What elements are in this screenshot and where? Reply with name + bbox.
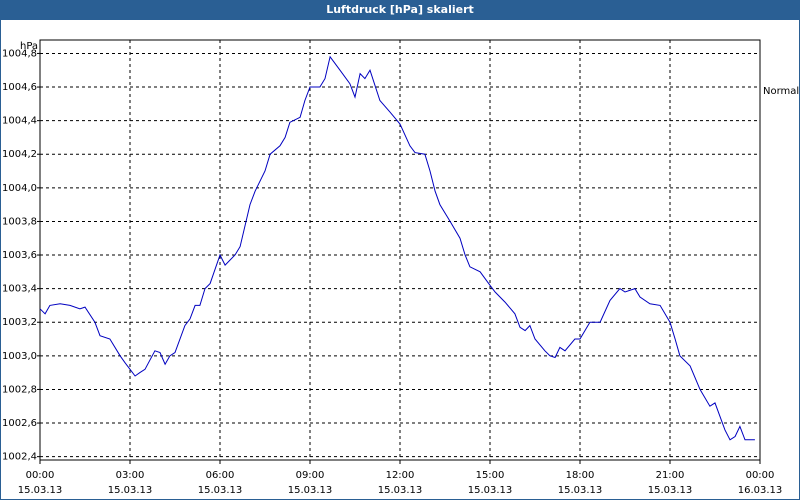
x-tick-label: 21:00: [656, 470, 685, 481]
x-tick-date: 15.03.13: [18, 485, 63, 496]
x-tick-label: 06:00: [206, 470, 235, 481]
y-tick-label: 1004,8: [2, 48, 37, 59]
y-tick-label: 1004,2: [2, 149, 37, 160]
x-tick-date: 15.03.13: [198, 485, 243, 496]
y-tick-label: 1004,4: [2, 116, 37, 127]
x-tick-date: 15.03.13: [288, 485, 333, 496]
y-tick-label: 1004,6: [2, 82, 37, 93]
x-tick-date: 15.03.13: [108, 485, 153, 496]
x-tick-date: 15.03.13: [378, 485, 423, 496]
y-tick-label: 1003,4: [2, 284, 37, 295]
y-tick-label: 1003,8: [2, 216, 37, 227]
y-tick-label: 1002,8: [2, 384, 37, 395]
data-line: [39, 55, 755, 441]
x-tick-label: 03:00: [116, 470, 145, 481]
title-bar: [0, 0, 800, 20]
chart-title: Luftdruck [hPa] skaliert: [326, 3, 474, 16]
legend-entry: Normal: [763, 86, 799, 97]
x-tick-date: 15.03.13: [648, 485, 693, 496]
y-tick-label: 1002,4: [2, 452, 37, 463]
y-tick-label: 1004,0: [2, 183, 37, 194]
x-tick-date: 15.03.13: [468, 485, 513, 496]
y-tick-label: 1003,0: [2, 351, 37, 362]
x-tick-label: 09:00: [296, 470, 325, 481]
x-tick-label: 18:00: [566, 470, 595, 481]
x-tick-label: 00:00: [746, 470, 775, 481]
x-tick-date: 16.03.13: [738, 485, 783, 496]
y-tick-label: 1003,2: [2, 317, 37, 328]
x-tick-label: 00:00: [26, 470, 55, 481]
y-axis-label: hPa: [20, 41, 38, 52]
y-tick-label: 1002,6: [2, 418, 37, 429]
y-tick-label: 1003,6: [2, 250, 37, 261]
x-tick-label: 12:00: [386, 470, 415, 481]
x-tick-date: 15.03.13: [558, 485, 603, 496]
x-tick-label: 15:00: [476, 470, 505, 481]
